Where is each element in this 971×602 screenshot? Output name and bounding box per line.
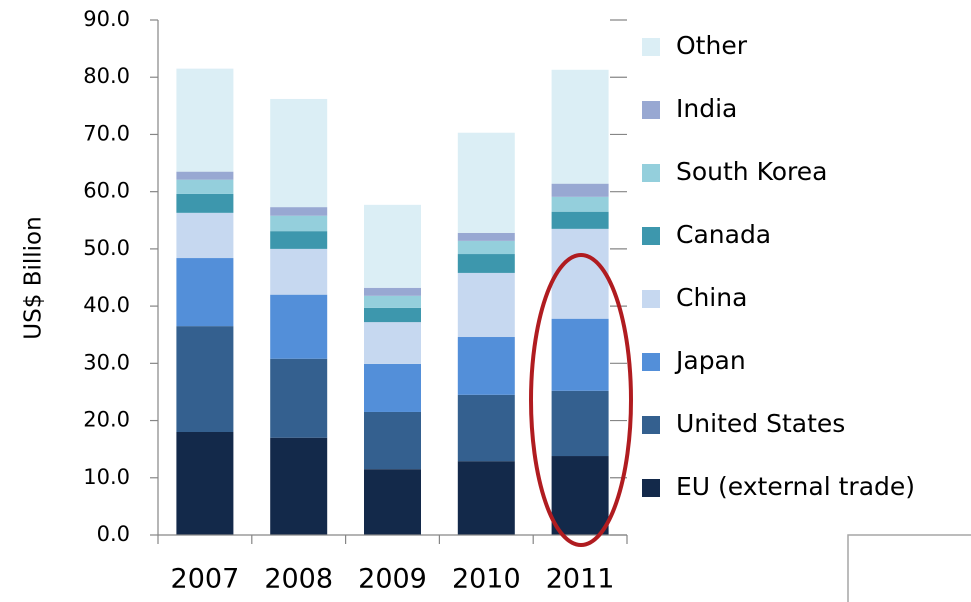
bar-segment: [270, 207, 328, 216]
bar-segment: [270, 248, 328, 295]
bar-segment: [364, 363, 421, 412]
bar-segment: [176, 212, 234, 259]
bar-segment: [364, 295, 421, 308]
bar-segment: [551, 69, 609, 184]
bar-segment: [457, 254, 515, 273]
bar-segment: [551, 183, 609, 197]
legend-label: Japan: [674, 346, 746, 375]
bar-segment: [457, 394, 515, 462]
legend-swatch: [642, 353, 660, 371]
y-tick-label: 0.0: [97, 522, 130, 546]
legend-label: United States: [676, 409, 845, 438]
y-tick-label: 40.0: [83, 293, 130, 317]
bar-segment: [551, 228, 609, 319]
y-tick-label: 80.0: [83, 64, 130, 88]
bar-segment: [270, 98, 328, 208]
bar-segment: [176, 68, 234, 172]
x-tick-label: 2007: [171, 564, 240, 595]
bar-segment: [270, 294, 328, 359]
x-tick-label: 2011: [546, 564, 615, 595]
legend-swatch: [642, 101, 660, 119]
bar-segment: [457, 272, 515, 338]
bar-segment: [551, 390, 609, 457]
legend-swatch: [642, 164, 660, 182]
legend-label: EU (external trade): [676, 472, 915, 501]
legend-swatch: [642, 479, 660, 497]
y-tick-label: 10.0: [83, 465, 130, 489]
legend-label: India: [676, 94, 737, 123]
bar-segment: [176, 258, 234, 327]
bar-segment: [551, 318, 609, 391]
bar-segment: [364, 469, 421, 535]
legend-swatch: [642, 290, 660, 308]
bar-segment: [364, 307, 421, 323]
bar-segment: [364, 322, 421, 364]
y-tick-label: 60.0: [83, 179, 130, 203]
bar-segment: [176, 179, 234, 194]
x-tick-label: 2010: [452, 564, 521, 595]
bar-segment: [364, 204, 421, 288]
y-tick-label: 90.0: [83, 7, 130, 31]
legend-label: Other: [676, 31, 748, 60]
highlight-ellipse: [529, 253, 633, 547]
legend-swatch: [642, 227, 660, 245]
bar-segment: [551, 211, 609, 229]
overlay-box: [847, 534, 971, 602]
y-axis-title: US$ Billion: [21, 216, 47, 339]
x-tick-label: 2008: [264, 564, 333, 595]
y-tick-label: 20.0: [83, 408, 130, 432]
bar-segment: [176, 326, 234, 432]
bar-segment: [176, 193, 234, 213]
bar-segment: [270, 437, 328, 535]
bar-segment: [364, 287, 421, 296]
bar-segment: [457, 240, 515, 255]
bar-segment: [457, 132, 515, 233]
bar-segment: [270, 231, 328, 249]
legend-label: South Korea: [676, 157, 827, 186]
bar-segment: [176, 171, 234, 180]
bar-segment: [551, 196, 609, 212]
legend-label: China: [676, 283, 747, 312]
bar-segment: [457, 461, 515, 535]
bar-segment: [270, 215, 328, 232]
y-tick-label: 30.0: [83, 350, 130, 374]
bar-segment: [457, 337, 515, 395]
y-tick-label: 70.0: [83, 121, 130, 145]
bar-segment: [457, 232, 515, 241]
bar-segment: [176, 432, 234, 535]
bar-segment: [364, 411, 421, 470]
legend-swatch: [642, 416, 660, 434]
x-tick-label: 2009: [358, 564, 427, 595]
bar-segment: [270, 358, 328, 438]
bar-segment: [551, 456, 609, 535]
legend-swatch: [642, 38, 660, 56]
y-tick-label: 50.0: [83, 236, 130, 260]
legend-label: Canada: [676, 220, 771, 249]
